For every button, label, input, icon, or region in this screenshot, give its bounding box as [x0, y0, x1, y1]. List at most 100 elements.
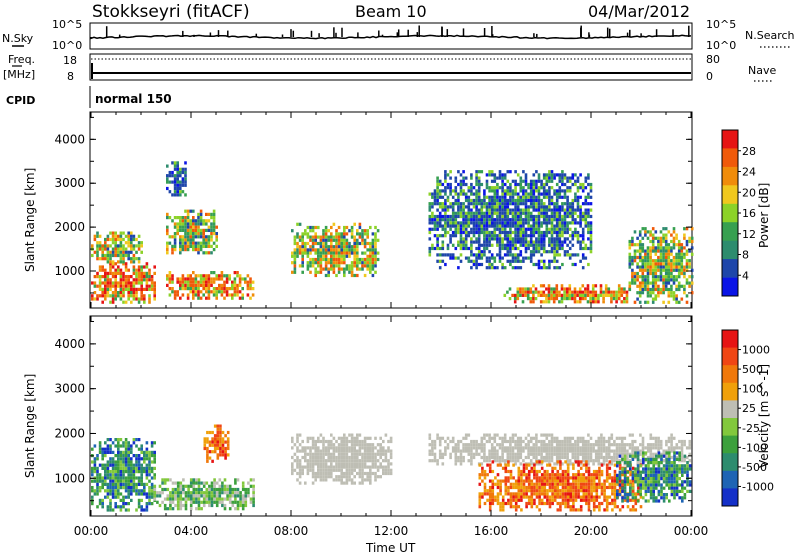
- heatmap-cell: [106, 460, 110, 464]
- heatmap-cell: [210, 251, 213, 255]
- heatmap-cell: [457, 459, 460, 463]
- heatmap-cell: [150, 281, 154, 285]
- heatmap-cell: [101, 476, 104, 480]
- heatmap-cell: [163, 478, 167, 482]
- heatmap-cell: [205, 487, 209, 492]
- heatmap-cell: [127, 476, 130, 480]
- heatmap-cell: [496, 243, 499, 247]
- heatmap-cell: [119, 482, 123, 486]
- heatmap-cell: [638, 275, 642, 279]
- heatmap-cell: [132, 454, 136, 458]
- heatmap-cell: [298, 475, 302, 479]
- heatmap-cell: [127, 237, 130, 242]
- heatmap-cell: [311, 446, 315, 450]
- heatmap-cell: [335, 462, 338, 466]
- heatmap-cell: [532, 192, 536, 196]
- heatmap-cell: [589, 202, 593, 206]
- heatmap-cell: [189, 241, 192, 245]
- heatmap-cell: [571, 446, 575, 450]
- heatmap-cell: [535, 243, 538, 247]
- heatmap-cell: [550, 452, 554, 456]
- heatmap-cell: [589, 443, 593, 447]
- heatmap-cell: [124, 470, 128, 474]
- heatmap-cell: [454, 189, 458, 193]
- heatmap-cell: [130, 498, 133, 502]
- heatmap-cell: [179, 277, 182, 281]
- heatmap-cell: [91, 294, 94, 298]
- heatmap-cell: [498, 198, 502, 203]
- heatmap-cell: [389, 449, 393, 453]
- heatmap-cell: [652, 455, 655, 460]
- heatmap-cell: [568, 287, 572, 291]
- heatmap-cell: [345, 455, 349, 460]
- heatmap-cell: [626, 443, 629, 447]
- heatmap-cell: [636, 446, 640, 450]
- heatmap-cell: [513, 293, 517, 297]
- heatmap-cell: [464, 433, 468, 437]
- heatmap-cell: [467, 433, 471, 437]
- heatmap-cell: [366, 261, 369, 265]
- heatmap-cell: [446, 173, 450, 177]
- heatmap-cell: [545, 446, 549, 450]
- heatmap-cell: [181, 277, 185, 281]
- heatmap-cell: [677, 271, 681, 276]
- heatmap-cell: [166, 487, 170, 492]
- heatmap-cell: [98, 284, 102, 288]
- heatmap-cell: [548, 227, 551, 231]
- heatmap-cell: [509, 234, 512, 238]
- heatmap-cell: [101, 479, 104, 483]
- heatmap-cell: [537, 221, 541, 225]
- heatmap-cell: [685, 262, 689, 266]
- heatmap-cell: [135, 237, 138, 242]
- heatmap-cell: [552, 287, 556, 291]
- heatmap-cell: [106, 253, 110, 258]
- heatmap-cell: [205, 500, 209, 504]
- heatmap-cell: [475, 221, 478, 225]
- heatmap-cell: [140, 281, 143, 285]
- heatmap-cell: [327, 257, 330, 262]
- heatmap-cell: [451, 224, 455, 228]
- heatmap-cell: [184, 244, 187, 248]
- heatmap-cell: [521, 293, 525, 297]
- heatmap-cell: [649, 255, 652, 260]
- heatmap-cell: [150, 482, 154, 486]
- heatmap-cell: [213, 494, 216, 498]
- heatmap-cell: [485, 202, 489, 206]
- heatmap-cell: [228, 293, 231, 297]
- heatmap-cell: [358, 261, 362, 265]
- heatmap-cell: [566, 208, 569, 212]
- heatmap-cell: [306, 462, 310, 466]
- heatmap-cell: [104, 284, 107, 288]
- power-heatmap: [91, 161, 694, 304]
- heatmap-cell: [464, 446, 468, 450]
- heatmap-cell: [104, 489, 107, 493]
- heatmap-cell: [478, 463, 482, 467]
- heatmap-cell: [330, 459, 333, 463]
- heatmap-cell: [513, 300, 517, 304]
- heatmap-cell: [553, 446, 556, 450]
- heatmap-cell: [433, 234, 437, 238]
- heatmap-cell: [106, 482, 110, 486]
- heatmap-cell: [597, 462, 601, 466]
- heatmap-cell: [246, 283, 250, 287]
- heatmap-cell: [218, 287, 221, 291]
- heatmap-cell: [501, 189, 504, 193]
- heatmap-cell: [192, 280, 195, 284]
- heatmap-cell: [153, 454, 156, 458]
- heatmap-cell: [662, 249, 665, 253]
- heatmap-cell: [109, 268, 112, 272]
- heatmap-cell: [122, 247, 125, 251]
- heatmap-cell: [387, 446, 390, 450]
- heatmap-cell: [173, 186, 177, 191]
- heatmap-cell: [210, 290, 213, 294]
- heatmap-cell: [91, 473, 94, 477]
- heatmap-cell: [493, 234, 497, 238]
- heatmap-cell: [568, 439, 572, 444]
- heatmap-cell: [526, 293, 530, 297]
- heatmap-cell: [431, 218, 434, 222]
- heatmap-cell: [181, 228, 185, 232]
- heatmap-cell: [558, 195, 562, 199]
- heatmap-cell: [192, 238, 195, 242]
- heatmap-cell: [563, 237, 567, 241]
- heatmap-cell: [563, 224, 567, 228]
